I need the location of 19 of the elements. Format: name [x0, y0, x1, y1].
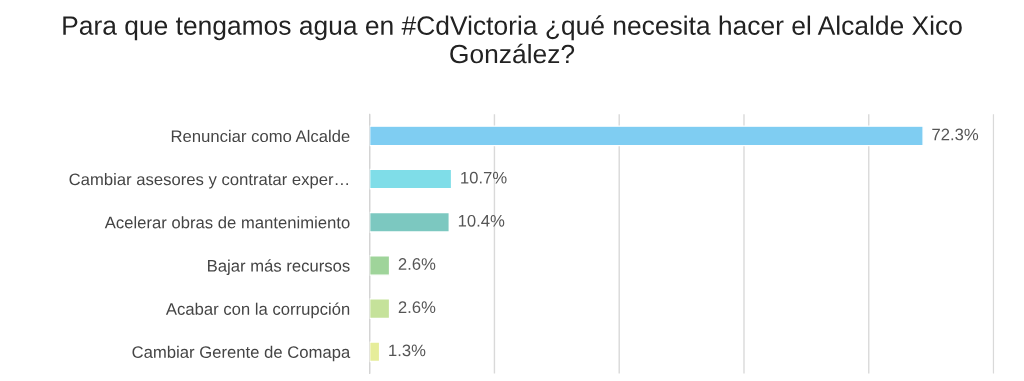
data-label: 10.4%: [458, 214, 505, 227]
y-tick-label: Acelerar obras de mantenimiento: [104, 216, 350, 229]
bar: [369, 341, 381, 363]
data-label: 72.3%: [932, 128, 979, 141]
y-tick-label: Acabar con la corrupción: [165, 302, 350, 319]
y-tick-label: Bajar más recursos: [208, 259, 350, 276]
bar: [369, 211, 450, 233]
bar: [369, 298, 391, 320]
bar: [369, 168, 453, 190]
bar: [369, 255, 391, 276]
data-label: 2.6%: [398, 301, 436, 314]
chart-title: Para que tengamos agua en #CdVictoria ¿qué necesita hacer el Alcalde Xico González?: [63, 15, 962, 64]
data-label: 1.3%: [389, 344, 426, 357]
y-tick-label: Cambiar Gerente de Comapa: [132, 345, 351, 362]
data-label: 10.7%: [461, 171, 507, 184]
y-tick-label: Renunciar como Alcalde: [171, 129, 350, 143]
data-label: 2.6%: [398, 258, 436, 270]
y-tick-label: Cambiar asesores y contratar exper…: [69, 173, 348, 189]
bar: [369, 125, 924, 147]
